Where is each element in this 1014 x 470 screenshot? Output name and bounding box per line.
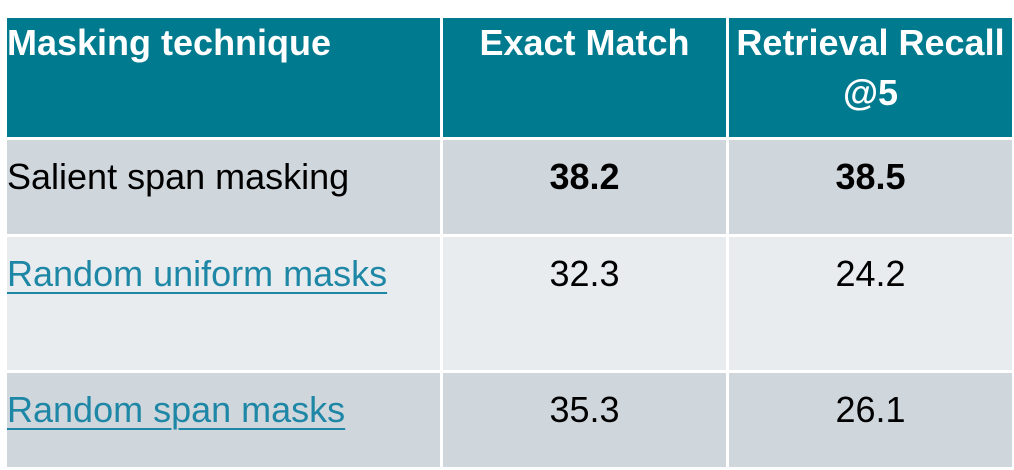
technique-cell: Random uniform masks bbox=[4, 234, 443, 373]
header-masking-technique: Masking technique bbox=[4, 15, 443, 140]
retrieval-recall-cell: 38.5 bbox=[726, 137, 1014, 237]
exact-match-cell: 32.3 bbox=[440, 234, 729, 373]
retrieval-recall-cell: 26.1 bbox=[726, 370, 1014, 470]
technique-link[interactable]: Random uniform masks bbox=[7, 253, 388, 294]
exact-match-cell: 35.3 bbox=[440, 370, 729, 470]
header-row: Masking technique Exact Match Retrieval … bbox=[4, 15, 1014, 140]
results-table: Masking technique Exact Match Retrieval … bbox=[4, 15, 1014, 470]
technique-cell: Salient span masking bbox=[4, 137, 443, 237]
header-retrieval-recall: Retrieval Recall @5 bbox=[726, 15, 1014, 140]
technique-link[interactable]: Random span masks bbox=[7, 389, 346, 430]
table-row: Salient span masking 38.2 38.5 bbox=[4, 137, 1014, 237]
technique-cell: Random span masks bbox=[4, 370, 443, 470]
table-row: Random span masks 35.3 26.1 bbox=[4, 370, 1014, 470]
retrieval-recall-cell: 24.2 bbox=[726, 234, 1014, 373]
exact-match-cell: 38.2 bbox=[440, 137, 729, 237]
table-row: Random uniform masks 32.3 24.2 bbox=[4, 234, 1014, 373]
header-exact-match: Exact Match bbox=[440, 15, 729, 140]
